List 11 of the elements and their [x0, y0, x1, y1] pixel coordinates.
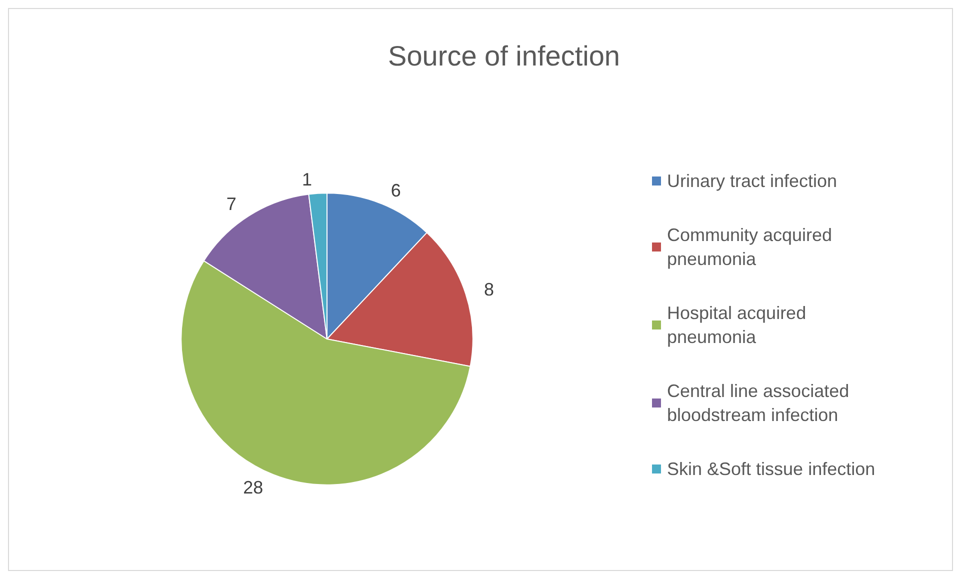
- legend-label: Urinary tract infection: [667, 171, 838, 191]
- data-label: 1: [302, 169, 312, 190]
- data-label: 7: [226, 194, 236, 214]
- legend-label: Hospital acquired pneumonia: [667, 303, 812, 347]
- legend-label: Skin &Soft tissue infection: [667, 459, 876, 479]
- legend-label: Central line associated bloodstream infection: [667, 381, 854, 425]
- data-label: 8: [484, 280, 494, 300]
- chart-title: Source of infection: [388, 40, 620, 72]
- legend-label: Community acquired pneumonia: [667, 225, 838, 269]
- data-label: 28: [243, 478, 264, 498]
- data-label: 6: [390, 180, 401, 200]
